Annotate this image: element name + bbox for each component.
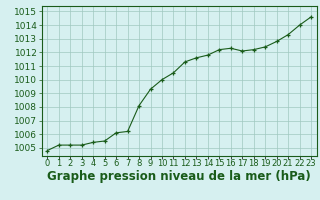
X-axis label: Graphe pression niveau de la mer (hPa): Graphe pression niveau de la mer (hPa)	[47, 170, 311, 183]
